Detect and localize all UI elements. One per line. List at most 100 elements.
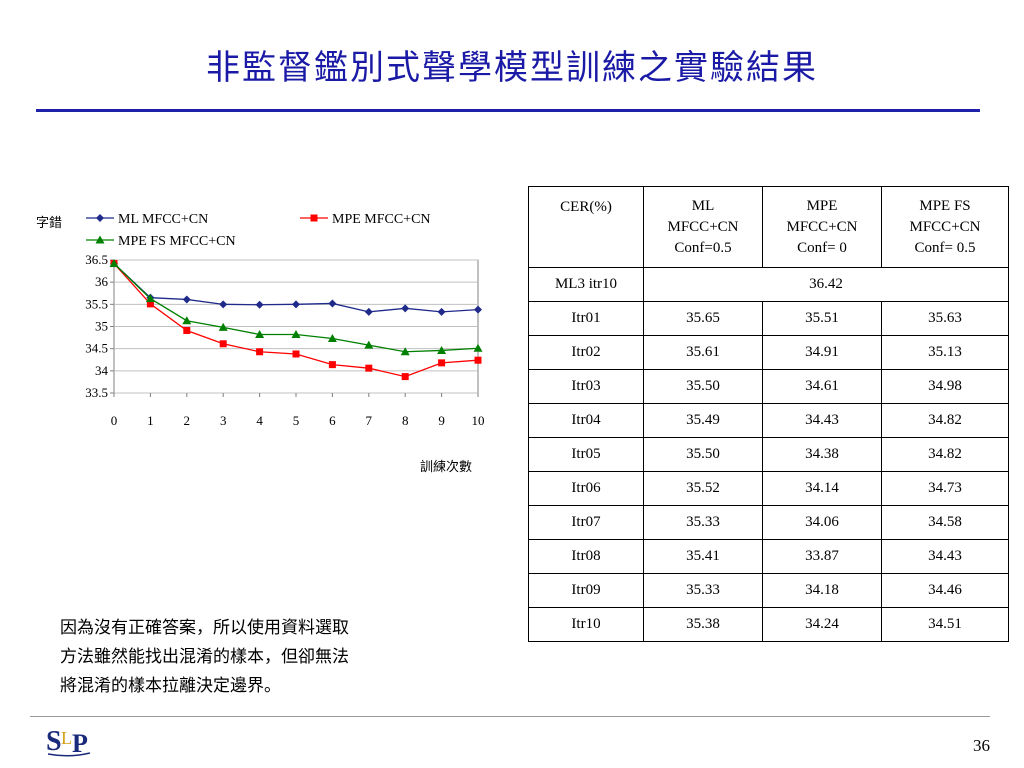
header-ml-text: ML MFCC+CN Conf=0.5 [667,197,739,256]
table-row: Itr10 35.38 34.24 34.51 [528,607,1009,642]
table-cell: 35.49 [643,403,763,438]
table-cell: 34.18 [762,573,882,608]
table-row-label: Itr04 [528,403,644,438]
table-cell: 35.61 [643,335,763,370]
data-point [256,348,264,356]
baseline-value: 36.42 [643,267,1009,302]
table-row-label: Itr05 [528,437,644,472]
table-cell: 35.65 [643,301,763,336]
baseline-label: ML3 itr10 [528,267,644,302]
caption-line: 方法雖然能找出混淆的樣本，但卻無法 [60,647,349,667]
table-row: Itr08 35.41 33.87 34.43 [528,539,1009,574]
slide-caption: 因為沒有正確答案，所以使用資料選取 方法雖然能找出混淆的樣本，但卻無法 將混淆的… [60,614,500,701]
table-cell: 34.82 [881,437,1009,472]
data-point [218,322,228,331]
legend-label: MPE FS MFCC+CN [118,234,236,249]
table-cell: 35.41 [643,539,763,574]
table-cell: 34.82 [881,403,1009,438]
header-mpe-text: MPE MFCC+CN Conf= 0 [786,197,858,256]
logo-s: S [46,726,62,757]
data-point [109,259,119,268]
table-row-label: Itr08 [528,539,644,574]
table-cell: 35.33 [643,573,763,608]
table-row-label: Itr10 [528,607,644,642]
table-header-row: CER(%) ML MFCC+CN Conf=0.5 MPE MFCC+CN C… [528,186,1009,268]
data-point [146,300,154,308]
data-point [145,294,155,303]
y-tick-label: 34 [95,363,109,378]
x-tick-label: 9 [438,413,445,428]
table-cell: 34.43 [762,403,882,438]
x-tick-label: 8 [402,413,409,428]
table-cell: 35.63 [881,301,1009,336]
table-row: Itr04 35.49 34.43 34.82 [528,403,1009,438]
table-cell: 34.38 [762,437,882,472]
table-row-label: Itr07 [528,505,644,540]
x-tick-label: 2 [184,413,191,428]
data-point [328,361,336,369]
slp-logo: S L P [46,726,91,758]
data-point [255,329,265,338]
legend-label: ML MFCC+CN [118,212,208,227]
table-row: Itr05 35.50 34.38 34.82 [528,437,1009,472]
table-row-label: Itr01 [528,301,644,336]
table-cell: 35.50 [643,369,763,404]
y-tick-label: 33.5 [85,385,108,400]
legend-marker [96,214,104,222]
table-row: Itr01 35.65 35.51 35.63 [528,301,1009,336]
data-point [219,340,227,348]
table-row-label: Itr03 [528,369,644,404]
data-point [291,329,301,338]
results-table: CER(%) ML MFCC+CN Conf=0.5 MPE MFCC+CN C… [528,186,1009,642]
table-cell: 34.43 [881,539,1009,574]
line-chart: 36.5 36 35.5 35 34.5 34 33.5 0 1 2 3 4 5 6 7 8 9 10 ML MFC… [0,180,520,480]
table-row-label: Itr09 [528,573,644,608]
footer-divider [30,716,990,717]
table-row-label: Itr06 [528,471,644,506]
table-cell: 34.14 [762,471,882,506]
data-point [437,307,446,316]
data-point [327,333,337,342]
x-tick-label: 5 [293,413,300,428]
header-cell-ml: ML MFCC+CN Conf=0.5 [643,186,763,268]
data-point [364,340,374,349]
table-row: Itr02 35.61 34.91 35.13 [528,335,1009,370]
data-point [365,364,373,372]
x-tick-label: 10 [472,413,485,428]
data-point [473,343,483,352]
chart-y-label: 字錯 [36,216,63,231]
header-mpe-fs-text: MPE FS MFCC+CN Conf= 0.5 [909,197,981,256]
table-cell: 34.06 [762,505,882,540]
table-cell: 34.61 [762,369,882,404]
table-cell: 35.51 [762,301,882,336]
x-tick-label: 0 [111,413,118,428]
data-point [474,305,482,314]
table-cell: 34.24 [762,607,882,642]
data-point [474,356,482,364]
y-tick-label: 35.5 [85,296,108,311]
caption-line: 將混淆的樣本拉離決定邊界。 [60,676,281,696]
table-cell: 35.13 [881,335,1009,370]
table-row: Itr09 35.33 34.18 34.46 [528,573,1009,608]
table-cell: 34.91 [762,335,882,370]
x-tick-label: 3 [220,413,227,428]
data-point [219,300,228,309]
data-point [292,350,300,358]
header-cell-mpe: MPE MFCC+CN Conf= 0 [762,186,882,268]
x-tick-label: 4 [256,413,263,428]
data-point [438,359,446,367]
chart-x-label: 訓練次數 [420,460,473,475]
x-tick-label: 7 [366,413,373,428]
x-tick-label: 6 [329,413,336,428]
table-cell: 34.46 [881,573,1009,608]
y-tick-label: 36 [95,274,109,289]
data-point [183,326,191,334]
table-row-label: Itr02 [528,335,644,370]
table-cell: 34.58 [881,505,1009,540]
table-row-baseline: ML3 itr10 36.42 [528,267,1009,302]
table-cell: 34.51 [881,607,1009,642]
table-row: Itr06 35.52 34.14 34.73 [528,471,1009,506]
title-divider [36,109,980,112]
y-tick-label: 35 [95,319,108,334]
